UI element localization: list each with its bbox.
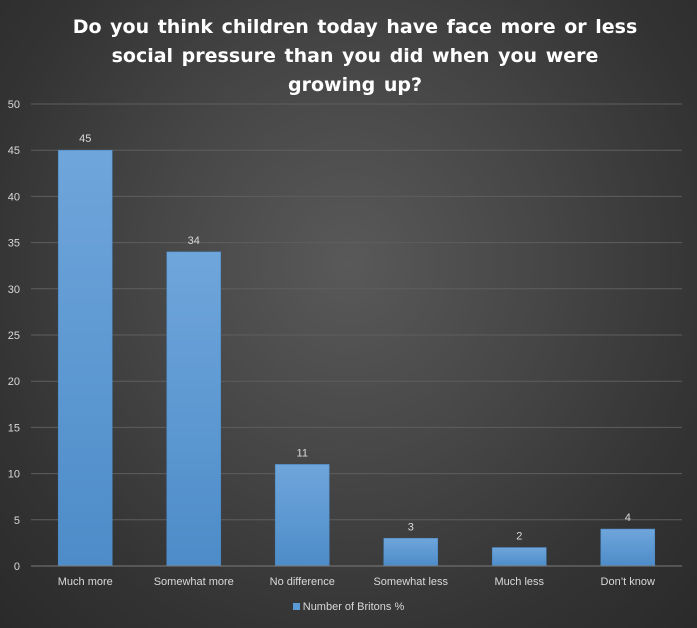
x-tick-label: Much less [494,576,544,588]
y-tick-label: 25 [8,330,20,342]
y-tick-label: 0 [14,561,20,573]
y-tick-label: 30 [8,284,20,296]
y-tick-label: 5 [14,515,20,527]
data-label: 11 [297,447,308,459]
y-axis: 0 5 10 15 20 25 30 35 40 45 50 [8,99,20,573]
x-tick-label: No difference [270,576,335,588]
data-labels: 45 34 11 3 2 4 [79,133,631,542]
y-tick-label: 50 [8,99,20,111]
x-tick-label: Somewhat less [373,576,448,588]
bar [274,464,330,567]
bar [491,547,547,567]
y-tick-label: 45 [8,145,20,157]
gridlines [31,103,682,521]
bar [57,149,113,567]
data-label: 4 [625,512,631,524]
bar [383,537,439,567]
bars [57,149,656,567]
x-tick-label: Don’t know [601,576,655,588]
data-label: 2 [516,531,522,543]
x-tick-label: Somewhat more [154,576,234,588]
data-label: 3 [408,521,414,533]
legend: Number of Britons % [0,601,697,614]
data-label: 34 [188,235,200,247]
y-tick-label: 35 [8,238,20,250]
legend-label: Number of Britons % [302,601,405,613]
y-tick-label: 20 [8,376,20,388]
bar [166,251,222,567]
data-label: 45 [79,133,91,145]
chart-title: Do you think children today have face mo… [72,16,638,96]
y-tick-label: 15 [8,422,20,434]
legend-swatch [292,603,300,610]
y-tick-label: 10 [8,469,20,481]
y-tick-label: 40 [8,191,20,203]
x-tick-label: Much more [58,576,113,588]
x-axis: Much more Somewhat more No difference Somew… [31,565,682,588]
bar [600,528,656,567]
